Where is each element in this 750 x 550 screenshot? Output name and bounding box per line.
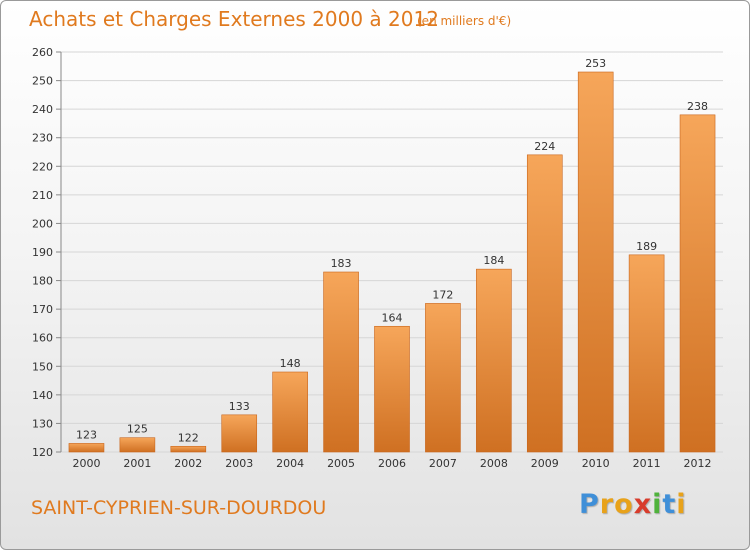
- y-tick-label: 230: [32, 132, 53, 145]
- data-label-2008: 184: [483, 254, 504, 267]
- data-label-2010: 253: [585, 57, 606, 70]
- proxiti-logo: Proxiti: [579, 489, 687, 520]
- y-tick-label: 140: [32, 389, 53, 402]
- bar-2004: [272, 371, 308, 453]
- y-tick-label: 180: [32, 275, 53, 288]
- logo-letter: i: [652, 489, 663, 520]
- bars: [68, 71, 716, 453]
- x-tick-label: 2007: [429, 457, 457, 470]
- y-tick-label: 160: [32, 332, 53, 345]
- bar-2006: [374, 325, 410, 453]
- x-tick-label: 2012: [684, 457, 712, 470]
- chart-title: Achats et Charges Externes 2000 à 2012: [29, 7, 439, 31]
- y-tick-label: 170: [32, 303, 53, 316]
- y-tick-label: 210: [32, 189, 53, 202]
- y-tick-label: 220: [32, 160, 53, 173]
- x-tick-label: 2009: [531, 457, 559, 470]
- logo-letter: i: [676, 489, 687, 520]
- logo-letter: x: [633, 489, 653, 520]
- bar-2000: [68, 443, 105, 453]
- bar-2009: [526, 154, 563, 453]
- y-tick-label: 120: [32, 446, 53, 459]
- data-label-2012: 238: [687, 100, 708, 113]
- data-label-2007: 172: [432, 288, 453, 301]
- bar-2008: [476, 268, 512, 453]
- town-name: SAINT-CYPRIEN-SUR-DOURDOU: [31, 497, 327, 519]
- x-tick-label: 2004: [276, 457, 304, 470]
- x-tick-label: 2006: [378, 457, 406, 470]
- data-label-2006: 164: [382, 311, 403, 324]
- bar-2010: [577, 71, 614, 453]
- y-tick-label: 150: [32, 360, 53, 373]
- x-axis-tick-labels: 2000 2001 2002 2003 2004 2005 2006 2007 2008 2009…: [72, 457, 711, 470]
- y-tick-label: 250: [32, 75, 53, 88]
- bar-2001: [119, 437, 156, 453]
- bar-2002: [170, 445, 207, 453]
- y-tick-label: 260: [32, 46, 53, 59]
- bar-2007: [425, 303, 461, 453]
- data-label-2009: 224: [534, 140, 555, 153]
- y-tick-label: 240: [32, 103, 53, 116]
- y-tick-label: 130: [32, 417, 53, 430]
- x-tick-label: 2003: [225, 457, 253, 470]
- data-label-2002: 122: [178, 431, 199, 444]
- y-tick-label: 200: [32, 217, 53, 230]
- x-tick-label: 2005: [327, 457, 355, 470]
- y-tick-label: 190: [32, 246, 53, 259]
- x-tick-label: 2000: [72, 457, 100, 470]
- x-tick-label: 2002: [174, 457, 202, 470]
- data-label-2005: 183: [331, 257, 352, 270]
- bar-2005: [323, 271, 359, 453]
- logo-letter: P: [579, 489, 600, 520]
- chart-subtitle: (en milliers d'€): [417, 14, 512, 28]
- bar-2011: [628, 254, 665, 453]
- bar-2012: [679, 114, 716, 453]
- x-tick-label: 2008: [480, 457, 508, 470]
- data-label-2003: 133: [229, 400, 250, 413]
- data-label-2004: 148: [280, 357, 301, 370]
- logo-letter: t: [662, 489, 677, 520]
- bar-2003: [221, 414, 258, 453]
- x-tick-label: 2011: [633, 457, 661, 470]
- logo-letter: o: [614, 489, 634, 520]
- logo-letter: r: [599, 489, 615, 520]
- data-label-2000: 123: [76, 428, 97, 441]
- x-tick-label: 2001: [123, 457, 151, 470]
- data-label-2001: 125: [127, 423, 148, 436]
- x-tick-label: 2010: [582, 457, 610, 470]
- y-axis-tick-labels: 120 130 140 150 160 170 180 190 200 210 220 230 240 2…: [32, 46, 53, 459]
- data-labels: 123 125 122 133 148 183 164 172 184 224 253 189 238: [76, 57, 708, 444]
- data-label-2011: 189: [636, 240, 657, 253]
